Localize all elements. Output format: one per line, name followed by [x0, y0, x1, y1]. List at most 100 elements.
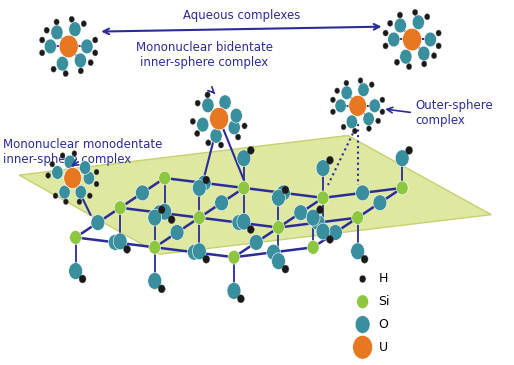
Ellipse shape — [306, 209, 320, 226]
Ellipse shape — [158, 203, 172, 220]
Ellipse shape — [123, 245, 131, 253]
Ellipse shape — [51, 66, 56, 72]
Ellipse shape — [341, 86, 353, 100]
Ellipse shape — [69, 16, 75, 22]
Ellipse shape — [317, 206, 323, 214]
Ellipse shape — [348, 95, 366, 116]
Ellipse shape — [380, 97, 385, 103]
Ellipse shape — [344, 80, 349, 86]
Ellipse shape — [230, 108, 243, 123]
Ellipse shape — [203, 176, 210, 184]
Ellipse shape — [376, 118, 380, 124]
Ellipse shape — [307, 241, 319, 254]
Ellipse shape — [335, 88, 340, 93]
Ellipse shape — [44, 39, 57, 54]
Ellipse shape — [397, 12, 402, 18]
Ellipse shape — [59, 185, 70, 199]
Ellipse shape — [412, 15, 425, 30]
Ellipse shape — [436, 43, 441, 49]
Ellipse shape — [113, 233, 127, 250]
Ellipse shape — [72, 151, 77, 156]
Ellipse shape — [44, 27, 49, 33]
Ellipse shape — [351, 243, 364, 260]
Ellipse shape — [50, 161, 54, 167]
Ellipse shape — [237, 150, 251, 167]
Ellipse shape — [148, 209, 162, 226]
Ellipse shape — [188, 244, 201, 260]
Ellipse shape — [153, 205, 167, 220]
Ellipse shape — [383, 43, 388, 49]
Text: O: O — [378, 318, 388, 331]
Ellipse shape — [272, 220, 284, 234]
Ellipse shape — [210, 107, 229, 130]
Ellipse shape — [63, 199, 68, 204]
Ellipse shape — [93, 50, 98, 56]
Ellipse shape — [388, 32, 400, 47]
Ellipse shape — [316, 223, 330, 240]
Ellipse shape — [413, 9, 418, 15]
Ellipse shape — [94, 181, 99, 187]
Ellipse shape — [421, 61, 427, 67]
Ellipse shape — [359, 275, 366, 283]
Ellipse shape — [346, 115, 358, 129]
Ellipse shape — [52, 166, 63, 179]
Ellipse shape — [267, 244, 281, 260]
Ellipse shape — [70, 231, 82, 244]
Ellipse shape — [402, 28, 421, 51]
Ellipse shape — [87, 193, 92, 199]
Ellipse shape — [210, 128, 222, 143]
Ellipse shape — [341, 124, 346, 130]
Ellipse shape — [335, 99, 346, 113]
Ellipse shape — [228, 250, 240, 264]
Ellipse shape — [400, 49, 412, 64]
Text: U: U — [378, 341, 388, 354]
Ellipse shape — [282, 265, 289, 273]
Ellipse shape — [93, 37, 98, 43]
Ellipse shape — [406, 146, 413, 154]
Ellipse shape — [203, 255, 210, 263]
Ellipse shape — [158, 285, 165, 293]
Ellipse shape — [238, 181, 250, 195]
Ellipse shape — [317, 191, 329, 205]
Text: Outer-sphere
complex: Outer-sphere complex — [415, 99, 493, 127]
Ellipse shape — [46, 173, 50, 178]
Ellipse shape — [59, 35, 78, 58]
Ellipse shape — [192, 243, 206, 260]
Ellipse shape — [149, 241, 161, 254]
Ellipse shape — [64, 168, 82, 189]
Ellipse shape — [206, 140, 211, 146]
Ellipse shape — [237, 213, 251, 230]
Ellipse shape — [69, 22, 81, 36]
Ellipse shape — [77, 199, 82, 204]
Text: Aqueous complexes: Aqueous complexes — [183, 9, 301, 22]
Ellipse shape — [63, 70, 68, 77]
Ellipse shape — [388, 20, 393, 26]
Ellipse shape — [237, 295, 244, 303]
Ellipse shape — [366, 126, 372, 131]
Ellipse shape — [316, 160, 330, 177]
Ellipse shape — [168, 216, 175, 224]
Ellipse shape — [358, 83, 369, 97]
Ellipse shape — [79, 275, 86, 283]
Text: H: H — [378, 273, 388, 285]
Ellipse shape — [195, 130, 200, 137]
Ellipse shape — [271, 189, 285, 206]
Ellipse shape — [331, 109, 335, 115]
Ellipse shape — [158, 206, 165, 214]
Ellipse shape — [407, 64, 412, 70]
Ellipse shape — [159, 171, 171, 185]
Ellipse shape — [394, 18, 407, 33]
Ellipse shape — [192, 180, 206, 196]
Ellipse shape — [271, 253, 285, 270]
Ellipse shape — [75, 185, 86, 199]
Ellipse shape — [353, 335, 373, 359]
Ellipse shape — [418, 46, 430, 61]
Ellipse shape — [69, 263, 83, 280]
Ellipse shape — [373, 195, 387, 211]
Ellipse shape — [232, 215, 246, 231]
Ellipse shape — [94, 169, 99, 175]
Ellipse shape — [78, 68, 83, 74]
Ellipse shape — [51, 25, 63, 40]
Ellipse shape — [114, 201, 126, 215]
Ellipse shape — [60, 153, 65, 158]
